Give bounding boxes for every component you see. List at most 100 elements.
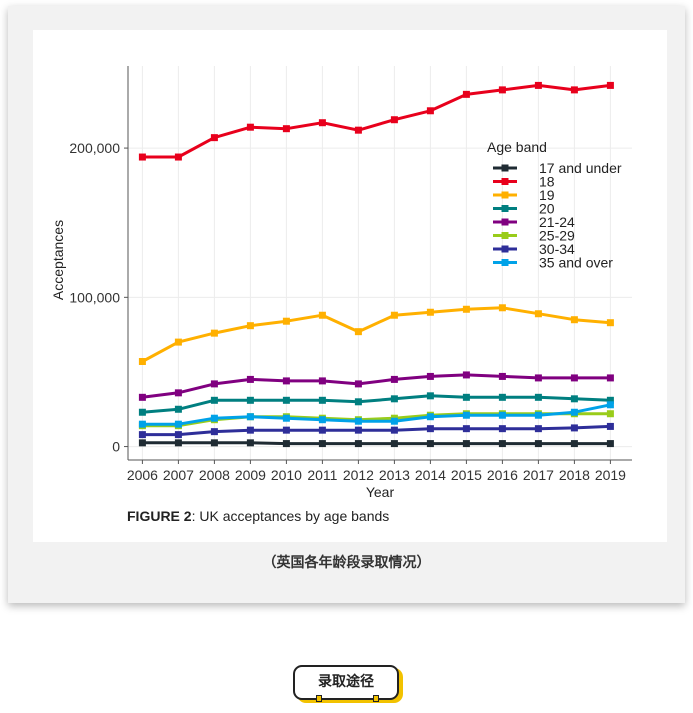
data-point xyxy=(210,414,218,422)
data-point xyxy=(354,398,362,406)
data-point xyxy=(534,374,542,382)
series-20 xyxy=(138,392,614,416)
data-point xyxy=(570,374,578,382)
admission-routes-button[interactable]: 录取途径 xyxy=(293,665,399,700)
data-point xyxy=(318,119,326,127)
figure-card xyxy=(8,6,685,603)
legend-label: 17 and under xyxy=(539,160,622,176)
data-point xyxy=(606,81,614,89)
legend-label: 18 xyxy=(539,174,555,190)
series-30-34 xyxy=(138,422,614,439)
data-point xyxy=(246,375,254,383)
data-point xyxy=(282,317,290,325)
data-point xyxy=(282,377,290,385)
button-peg-right xyxy=(373,695,379,702)
data-point xyxy=(282,414,290,422)
series-18 xyxy=(138,81,614,161)
data-point xyxy=(570,395,578,403)
x-tick-label: 2007 xyxy=(163,467,194,483)
legend-swatch-marker xyxy=(501,164,509,172)
series-line xyxy=(141,306,611,363)
data-point xyxy=(174,420,182,428)
y-tick-label: 100,000 xyxy=(69,289,120,305)
axis-layer: 0 100,000 200,000 2006 2007 2008 2009 2010 2011 2… xyxy=(50,66,632,500)
data-point xyxy=(534,440,542,448)
data-point xyxy=(138,420,146,428)
data-point xyxy=(318,311,326,319)
data-point xyxy=(462,393,470,401)
data-point xyxy=(534,81,542,89)
data-point xyxy=(246,123,254,131)
data-point xyxy=(354,440,362,448)
data-point xyxy=(498,440,506,448)
data-point xyxy=(606,410,614,418)
data-point xyxy=(426,392,434,400)
series-line xyxy=(142,373,611,399)
series-line xyxy=(142,394,611,414)
data-point xyxy=(570,408,578,416)
data-point xyxy=(210,439,218,447)
y-tick-label: 0 xyxy=(112,439,120,455)
data-point xyxy=(318,416,326,424)
legend-label: 35 and over xyxy=(539,255,613,271)
legend-label: 30-34 xyxy=(539,241,575,257)
data-point xyxy=(462,411,470,419)
data-point xyxy=(534,310,542,318)
data-point xyxy=(390,426,398,434)
legend-label: 19 xyxy=(539,187,555,203)
data-point xyxy=(138,439,146,447)
legend-swatch-marker xyxy=(501,205,509,212)
data-point xyxy=(138,431,146,439)
data-point xyxy=(210,329,218,337)
data-point xyxy=(390,311,398,319)
figure-caption-label: FIGURE 2 xyxy=(127,508,192,524)
data-point xyxy=(354,126,362,134)
data-point xyxy=(498,304,506,312)
data-point xyxy=(282,426,290,434)
data-point xyxy=(570,424,578,432)
chinese-caption: （英国各年龄段录取情况） xyxy=(262,555,431,571)
data-point xyxy=(534,425,542,433)
data-point xyxy=(606,374,614,382)
data-point xyxy=(246,439,254,447)
data-point xyxy=(246,396,254,404)
data-point xyxy=(426,107,434,115)
data-point xyxy=(462,440,470,448)
data-point xyxy=(282,440,290,448)
series-21-24 xyxy=(138,371,614,401)
data-point xyxy=(354,328,362,336)
figure-area xyxy=(33,30,667,542)
data-point xyxy=(174,431,182,439)
data-point xyxy=(138,408,146,416)
legend-label: 25-29 xyxy=(539,228,575,244)
data-point xyxy=(282,125,290,133)
data-point xyxy=(174,389,182,397)
data-point xyxy=(138,153,146,161)
x-tick-label: 2012 xyxy=(343,467,374,483)
legend-swatch-marker xyxy=(501,245,509,253)
data-point xyxy=(246,322,254,330)
x-tick-label: 2014 xyxy=(415,467,446,483)
data-point xyxy=(534,411,542,419)
x-tick-label: 2010 xyxy=(271,467,302,483)
data-point xyxy=(462,371,470,379)
data-point xyxy=(390,417,398,425)
data-point xyxy=(318,440,326,448)
data-point xyxy=(498,86,506,94)
series-17-and-under xyxy=(138,439,614,448)
data-point xyxy=(390,116,398,124)
data-point xyxy=(462,305,470,313)
x-tick-label: 2006 xyxy=(127,467,158,483)
legend-label: 21-24 xyxy=(539,214,575,230)
data-point xyxy=(174,338,182,346)
data-point xyxy=(210,134,218,142)
figure-caption: FIGURE 2: UK acceptances by age bands xyxy=(127,508,389,524)
x-tick-label: 2016 xyxy=(487,467,518,483)
data-point xyxy=(426,425,434,433)
data-point xyxy=(426,440,434,448)
series-layer xyxy=(138,81,614,448)
button-peg-left xyxy=(316,695,322,702)
data-point xyxy=(426,413,434,421)
data-point xyxy=(426,308,434,316)
